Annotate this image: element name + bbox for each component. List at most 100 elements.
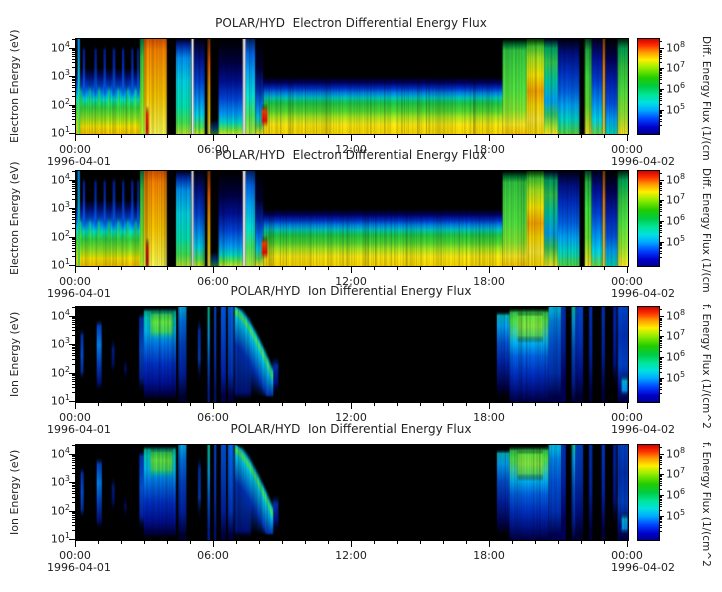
- panel-title: POLAR/HYD Electron Differential Energy F…: [215, 148, 487, 162]
- colorbar-minor-tick: [659, 459, 662, 461]
- y-tick: [69, 76, 75, 77]
- x-tick-label: 18:00: [473, 411, 505, 424]
- colorbar-minor-tick: [659, 206, 662, 208]
- colorbar-minor-tick: [659, 321, 662, 323]
- colorbar-minor-tick: [659, 338, 662, 340]
- x-tick-label: 00:00: [611, 411, 643, 424]
- colorbar-tick: [659, 242, 664, 244]
- y-minor-tick: [72, 77, 75, 79]
- x-tick: [374, 135, 375, 138]
- y-minor-tick: [72, 376, 75, 378]
- colorbar-tick-label: 105: [666, 370, 686, 385]
- colorbar-minor-tick: [659, 358, 662, 360]
- x-tick: [420, 541, 421, 544]
- y-minor-tick: [72, 48, 75, 50]
- colorbar-minor-tick: [659, 124, 662, 126]
- x-tick: [627, 267, 628, 273]
- x-tick: [604, 267, 605, 270]
- x-axis-date-left: 1996-04-01: [47, 561, 111, 574]
- y-minor-tick: [72, 62, 75, 64]
- y-minor-tick: [72, 182, 75, 184]
- colorbar-minor-tick: [659, 245, 662, 247]
- colorbar-minor-tick: [659, 456, 662, 458]
- y-minor-tick: [72, 514, 75, 516]
- y-minor-tick: [72, 488, 75, 490]
- y-minor-tick: [72, 483, 75, 485]
- y-minor-tick: [72, 56, 75, 58]
- y-minor-tick: [72, 486, 75, 488]
- x-tick: [512, 403, 513, 406]
- x-tick: [259, 135, 260, 138]
- y-minor-tick: [72, 115, 75, 117]
- colorbar-minor-tick: [659, 380, 662, 382]
- x-axis-date-right: 1996-04-02: [611, 423, 675, 436]
- colorbar-tick-label: 106: [666, 213, 686, 228]
- x-tick: [282, 267, 283, 270]
- y-minor-tick: [72, 381, 75, 383]
- colorbar-minor-tick: [659, 498, 662, 500]
- x-tick: [121, 135, 122, 138]
- x-tick: [420, 403, 421, 406]
- colorbar-tick-label: 107: [666, 192, 686, 208]
- colorbar-minor-tick: [659, 447, 662, 449]
- colorbar-label: f. Energy Flux (1/(cm^2: [700, 442, 712, 567]
- colorbar-minor-tick: [659, 76, 662, 78]
- spectrogram-plot: [75, 444, 629, 541]
- x-axis-date-left: 1996-04-01: [47, 287, 111, 300]
- y-minor-tick: [72, 185, 75, 187]
- colorbar: [637, 306, 660, 403]
- x-tick-label: 06:00: [197, 275, 229, 288]
- x-tick: [374, 541, 375, 544]
- x-tick: [190, 403, 191, 406]
- y-minor-tick: [72, 375, 75, 377]
- colorbar-minor-tick: [659, 482, 662, 484]
- y-minor-tick: [72, 321, 75, 323]
- y-axis-label: Ion Energy (eV): [8, 449, 21, 535]
- y-minor-tick: [72, 358, 75, 360]
- x-tick: [167, 135, 168, 138]
- colorbar-minor-tick: [659, 222, 662, 224]
- x-tick: [374, 267, 375, 270]
- y-minor-tick: [72, 330, 75, 332]
- x-tick: [282, 541, 283, 544]
- y-minor-tick: [72, 345, 75, 347]
- colorbar-minor-tick: [659, 382, 662, 384]
- x-tick: [351, 403, 352, 409]
- y-minor-tick: [72, 240, 75, 242]
- colorbar-minor-tick: [659, 479, 662, 481]
- colorbar-minor-tick: [659, 205, 662, 207]
- y-minor-tick: [72, 511, 75, 513]
- x-tick: [144, 267, 145, 270]
- x-tick: [489, 541, 490, 547]
- y-tick: [69, 315, 75, 317]
- y-minor-tick: [72, 51, 75, 53]
- y-axis-label: Ion Energy (eV): [8, 311, 21, 397]
- colorbar-minor-tick: [659, 499, 662, 501]
- colorbar: [637, 38, 660, 135]
- colorbar-minor-tick: [659, 519, 662, 521]
- x-tick-label: 00:00: [59, 549, 91, 562]
- x-tick: [167, 541, 168, 544]
- x-tick: [466, 135, 467, 138]
- y-minor-tick: [72, 306, 75, 308]
- colorbar-minor-tick: [659, 339, 662, 341]
- y-minor-tick: [72, 473, 75, 475]
- colorbar-tick: [659, 315, 664, 317]
- x-tick: [282, 135, 283, 138]
- colorbar-minor-tick: [659, 455, 662, 457]
- x-tick-label: 12:00: [335, 411, 367, 424]
- colorbar-tick: [659, 453, 664, 455]
- y-minor-tick: [72, 242, 75, 244]
- colorbar-tick: [659, 474, 664, 476]
- y-minor-tick: [72, 119, 75, 121]
- x-tick: [98, 267, 99, 270]
- x-tick: [558, 403, 559, 406]
- x-tick-label: 06:00: [197, 143, 229, 156]
- colorbar-minor-tick: [659, 389, 662, 391]
- colorbar-minor-tick: [659, 363, 662, 365]
- x-tick: [305, 541, 306, 544]
- y-minor-tick: [72, 459, 75, 461]
- y-minor-tick: [72, 90, 75, 92]
- colorbar-minor-tick: [659, 74, 662, 76]
- colorbar-minor-tick: [659, 344, 662, 346]
